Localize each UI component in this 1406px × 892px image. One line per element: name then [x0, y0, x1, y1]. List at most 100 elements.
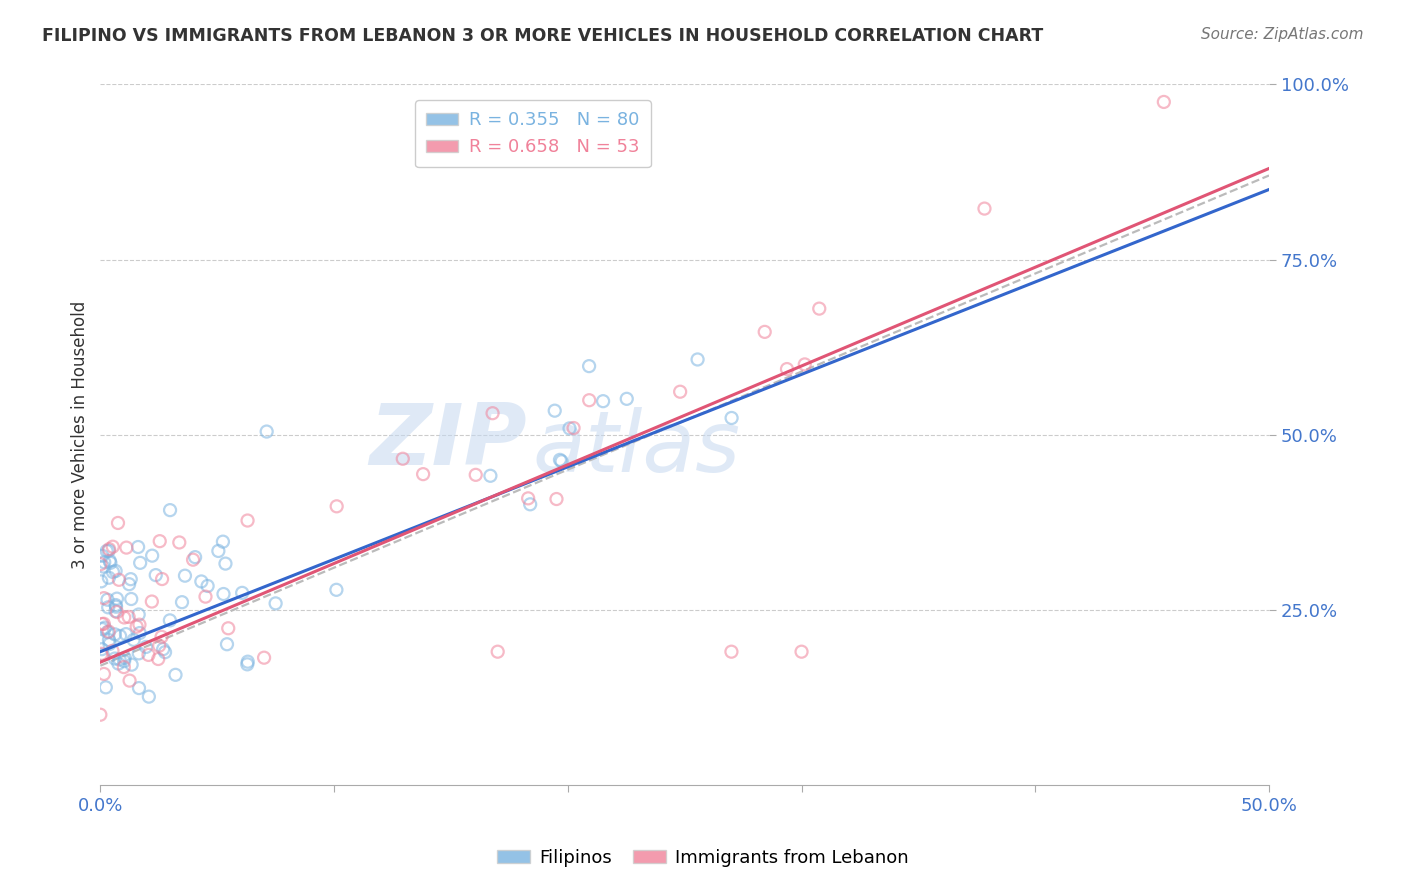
Point: [184, 550, 207, 565]
Point: [141, 594, 163, 608]
Point: [548, 453, 571, 467]
Point: [91, 559, 114, 574]
Point: [790, 645, 813, 659]
Point: [754, 325, 776, 339]
Point: [101, 540, 124, 554]
Point: [1153, 95, 1175, 109]
Point: [91, 622, 114, 636]
Point: [97, 600, 120, 615]
Point: [150, 572, 173, 586]
Point: [562, 421, 585, 435]
Point: [412, 467, 434, 482]
Point: [101, 565, 124, 579]
Point: [128, 646, 150, 660]
Point: [97, 571, 120, 585]
Point: [105, 591, 128, 606]
Point: [105, 605, 128, 619]
Point: [669, 384, 692, 399]
Point: [558, 421, 581, 435]
Point: [107, 657, 129, 671]
Point: [479, 468, 502, 483]
Point: [105, 599, 128, 614]
Point: [194, 590, 217, 604]
Point: [104, 627, 127, 641]
Point: [517, 491, 540, 506]
Text: atlas: atlas: [533, 407, 741, 490]
Point: [720, 411, 742, 425]
Point: [808, 301, 831, 316]
Point: [190, 574, 212, 589]
Point: [104, 564, 127, 578]
Point: [236, 655, 259, 669]
Point: [128, 617, 150, 632]
Point: [212, 534, 235, 549]
Point: [207, 544, 229, 558]
Point: [148, 652, 170, 666]
Point: [93, 555, 115, 569]
Point: [253, 650, 276, 665]
Y-axis label: 3 or more Vehicles in Household: 3 or more Vehicles in Household: [72, 301, 89, 569]
Point: [138, 648, 160, 662]
Point: [197, 579, 219, 593]
Point: [231, 586, 253, 600]
Point: [153, 645, 176, 659]
Point: [90, 574, 112, 589]
Point: [165, 668, 187, 682]
Point: [97, 624, 120, 639]
Point: [578, 393, 600, 408]
Point: [135, 640, 157, 654]
Point: [776, 362, 799, 376]
Point: [120, 592, 142, 607]
Point: [115, 627, 138, 641]
Point: [128, 607, 150, 622]
Legend: Filipinos, Immigrants from Lebanon: Filipinos, Immigrants from Lebanon: [491, 842, 915, 874]
Text: FILIPINO VS IMMIGRANTS FROM LEBANON 3 OR MORE VEHICLES IN HOUSEHOLD CORRELATION : FILIPINO VS IMMIGRANTS FROM LEBANON 3 OR…: [42, 27, 1043, 45]
Point: [104, 651, 127, 665]
Point: [217, 621, 239, 635]
Point: [118, 577, 141, 591]
Point: [544, 403, 567, 417]
Point: [264, 596, 287, 610]
Point: [145, 568, 167, 582]
Point: [181, 552, 204, 566]
Point: [214, 557, 236, 571]
Point: [108, 629, 131, 643]
Point: [486, 645, 509, 659]
Point: [325, 582, 347, 597]
Point: [973, 202, 995, 216]
Point: [546, 491, 568, 506]
Point: [98, 542, 121, 557]
Point: [93, 621, 115, 635]
Point: [91, 549, 114, 563]
Point: [89, 707, 111, 722]
Point: [112, 654, 135, 668]
Point: [481, 406, 503, 420]
Point: [464, 467, 486, 482]
Point: [91, 648, 114, 662]
Point: [159, 613, 181, 627]
Point: [550, 454, 572, 468]
Point: [174, 568, 197, 582]
Point: [686, 352, 709, 367]
Point: [104, 598, 127, 612]
Point: [793, 358, 815, 372]
Point: [325, 500, 347, 514]
Point: [94, 681, 117, 695]
Point: [150, 630, 173, 644]
Point: [96, 625, 118, 640]
Point: [93, 616, 115, 631]
Point: [90, 647, 112, 661]
Point: [101, 644, 124, 658]
Point: [125, 619, 148, 633]
Point: [592, 394, 614, 409]
Point: [98, 637, 121, 651]
Point: [120, 572, 142, 586]
Point: [118, 673, 141, 688]
Point: [152, 642, 174, 657]
Point: [159, 503, 181, 517]
Point: [108, 573, 131, 587]
Point: [236, 514, 259, 528]
Point: [391, 451, 413, 466]
Point: [93, 591, 115, 606]
Point: [128, 626, 150, 640]
